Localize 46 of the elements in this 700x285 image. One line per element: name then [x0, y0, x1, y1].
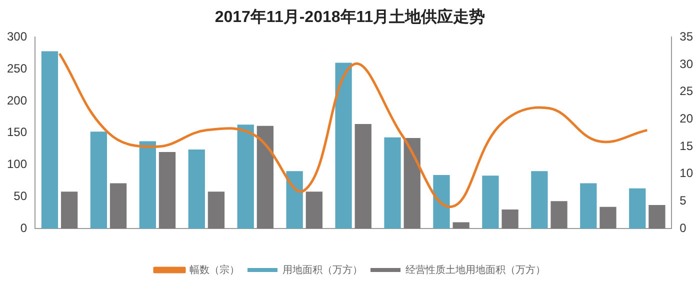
y2-tick-label: 20	[680, 112, 694, 126]
line-series	[58, 52, 648, 208]
y-tick-label: 0	[20, 220, 28, 235]
bar	[158, 152, 176, 229]
y-tick-label: 200	[6, 93, 28, 108]
bar	[335, 62, 352, 229]
y-tick-label: 150	[6, 125, 28, 140]
bar	[433, 175, 450, 229]
bar	[354, 124, 372, 229]
y2-tick-label: 35	[680, 30, 694, 44]
y2-tick-label: 0	[680, 220, 687, 235]
legend-label: 用地面积（万方）	[282, 264, 362, 276]
bar	[482, 176, 499, 229]
bar	[237, 124, 254, 229]
legend-label: 经营性质土地用地面积（万方）	[406, 264, 546, 276]
chart-title: 2017年11月-2018年11月土地供应走势	[214, 7, 486, 26]
y2-tick-label: 10	[680, 166, 694, 180]
y-tick-label: 250	[6, 61, 28, 76]
bar	[90, 132, 108, 229]
bar	[404, 138, 420, 229]
bar	[648, 204, 666, 229]
bar	[502, 209, 518, 229]
legend-label: 幅数（宗）	[190, 264, 240, 276]
bar	[286, 171, 303, 229]
y2-tick-label: 30	[680, 56, 694, 71]
bar	[550, 201, 568, 229]
bar	[452, 222, 470, 229]
bar	[306, 192, 322, 229]
bar	[208, 192, 225, 229]
y2-tick-label: 25	[680, 84, 694, 98]
bar	[60, 192, 78, 229]
y2-tick-label: 15	[680, 138, 694, 153]
y-tick-label: 50	[14, 189, 28, 204]
y-tick-label: 300	[6, 30, 28, 44]
bar	[629, 188, 646, 229]
bar	[600, 206, 616, 229]
bar	[139, 141, 156, 229]
bar	[256, 126, 274, 229]
bar	[188, 149, 205, 229]
bar	[110, 183, 127, 229]
y-tick-label: 100	[6, 157, 28, 172]
bar	[384, 137, 401, 229]
bar	[580, 183, 597, 229]
bar	[531, 171, 548, 229]
bar	[41, 51, 58, 229]
y2-tick-label: 5	[680, 194, 687, 208]
